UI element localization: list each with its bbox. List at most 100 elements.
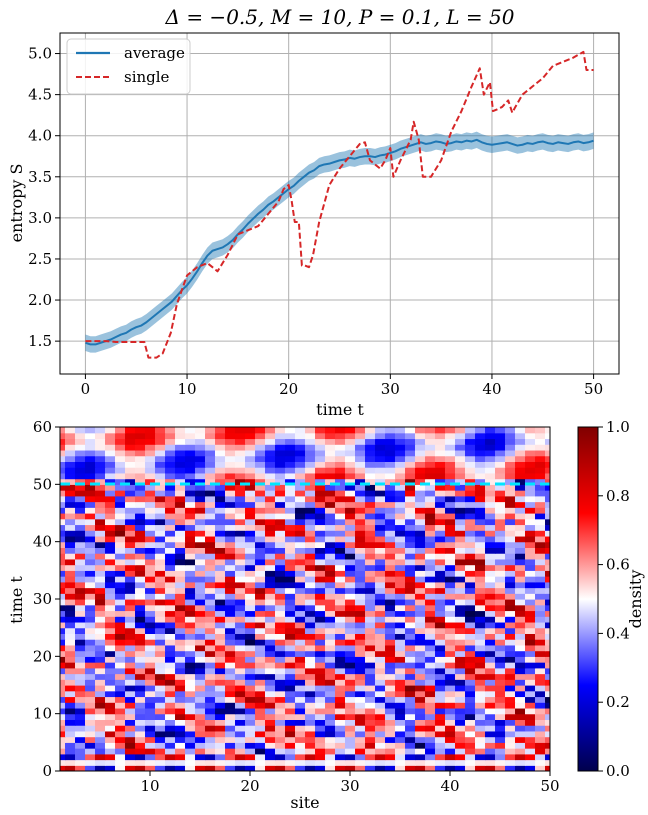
heatmap-cell [295, 558, 306, 566]
heatmap-cell [60, 604, 66, 612]
heatmap-cell [165, 765, 176, 771]
heatmap-cell [195, 644, 206, 652]
heatmap-cell [185, 639, 196, 646]
heatmap-cell [415, 639, 426, 646]
heatmap-cell [295, 604, 306, 612]
heatmap-cell [535, 541, 546, 548]
heatmap-cell [425, 748, 436, 755]
heatmap-cell [115, 593, 126, 600]
heatmap-cell [75, 719, 86, 726]
heatmap-cell [195, 438, 206, 445]
heatmap-cell [535, 673, 546, 680]
heatmap-cell [105, 707, 116, 715]
heatmap-cell [375, 535, 386, 543]
heatmap-cell [185, 558, 196, 566]
heatmap-cell [335, 616, 346, 623]
heatmap-cell [215, 759, 226, 766]
heatmap-cell [275, 713, 286, 720]
heatmap-cell [225, 576, 236, 583]
heatmap-cell [335, 719, 346, 726]
heatmap-cell [195, 759, 206, 766]
heatmap-cell [525, 690, 536, 698]
heatmap-cell [305, 518, 316, 526]
heatmap-cell [60, 507, 66, 514]
heatmap-cell [115, 570, 126, 577]
heatmap-cell [475, 753, 486, 761]
heatmap-cell [395, 685, 406, 692]
heatmap-cell [135, 599, 146, 606]
heatmap-cell [385, 690, 396, 698]
heatmap-cell [235, 696, 246, 703]
heatmap-cell [65, 518, 76, 526]
heatmap-cell [85, 627, 96, 634]
heatmap-cell [475, 730, 486, 738]
heatmap-cell [285, 490, 296, 497]
heatmap-cell [535, 639, 546, 646]
heatmap-cell [315, 610, 326, 617]
heatmap-cell [435, 518, 446, 526]
heatmap-cell [315, 581, 326, 589]
heatmap-cell [385, 432, 396, 440]
heatmap-cell [475, 518, 486, 526]
heatmap-cell [215, 650, 226, 657]
heatmap-cell [65, 427, 76, 434]
heatmap-cell [165, 495, 176, 503]
entropy-line-chart: 0 10 20 30 40 50 1.52.02.53.03.54.04.55.0 Δ =… [7, 5, 620, 419]
heatmap-cell [505, 467, 516, 474]
heatmap-cell [185, 753, 196, 761]
heatmap-cell [415, 484, 426, 491]
heatmap-cell [265, 432, 276, 440]
heatmap-cell [435, 627, 446, 634]
heatmap-cell [345, 518, 356, 526]
heatmap-cell [465, 581, 476, 589]
heatmap-cell [305, 587, 316, 594]
heatmap-cell [445, 673, 456, 680]
heatmap-cell [305, 507, 316, 514]
heatmap-cell [335, 604, 346, 612]
heatmap-cell [385, 444, 396, 451]
heatmap-cell [95, 702, 106, 709]
heatmap-cell [535, 748, 546, 755]
heatmap-cell [295, 673, 306, 680]
heatmap-cell [115, 501, 126, 508]
heatmap-cell [395, 673, 406, 680]
heatmap-cell [535, 513, 546, 520]
heatmap-cell [365, 507, 376, 514]
heatmap-cell [175, 495, 186, 503]
heatmap-cell [545, 530, 550, 537]
heatmap-cell [535, 547, 546, 554]
heatmap-cell [415, 679, 426, 686]
top-x-tick-label: 30 [381, 380, 400, 398]
heatmap-cell [85, 427, 96, 434]
heatmap-cell [195, 535, 206, 543]
heatmap-cell [405, 707, 416, 715]
heatmap-cell [465, 650, 476, 657]
heatmap-cell [155, 427, 166, 434]
heatmap-cells [60, 427, 550, 771]
heatmap-cell [60, 690, 66, 698]
heatmap-cell [345, 472, 356, 480]
heatmap-cell [75, 484, 86, 491]
heatmap-cell [155, 604, 166, 612]
heatmap-cell [225, 616, 236, 623]
heatmap-cell [515, 639, 526, 646]
heatmap-cell [475, 673, 486, 680]
heatmap-cell [165, 507, 176, 514]
heatmap-cell [265, 490, 276, 497]
heatmap-cell [455, 621, 466, 629]
heatmap-cell [395, 432, 406, 440]
heatmap-cell [265, 518, 276, 526]
heatmap-cell [135, 581, 146, 589]
heatmap-cell [485, 427, 496, 434]
heatmap-cell [345, 621, 356, 629]
heatmap-cell [145, 455, 156, 462]
heatmap-cell [335, 690, 346, 698]
heatmap-cell [165, 604, 176, 612]
heatmap-cell [375, 753, 386, 761]
heatmap-cell [205, 564, 216, 571]
heatmap-cell [435, 558, 446, 566]
heatmap-cell [395, 736, 406, 743]
heatmap-cell [60, 530, 66, 537]
heatmap-cell [405, 484, 416, 491]
